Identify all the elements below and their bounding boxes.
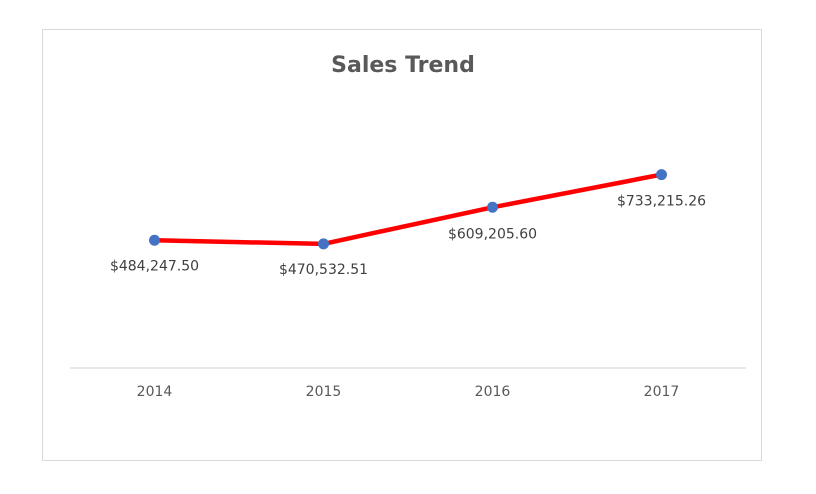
data-label-2017: $733,215.26 <box>617 194 706 210</box>
x-axis-ticks: 2014 2015 2016 2017 <box>137 384 680 400</box>
data-label-2016: $609,205.60 <box>448 226 537 242</box>
chart-area: Sales Trend $484,247.50 $470,532.51 $609,2… <box>42 29 762 461</box>
data-point-2015 <box>318 238 329 250</box>
x-tick-label-2015: 2015 <box>306 384 342 400</box>
series-line <box>152 172 664 247</box>
x-tick-label-2016: 2016 <box>475 384 511 400</box>
data-point-2014 <box>149 234 160 246</box>
chart-title: Sales Trend <box>331 53 475 78</box>
data-label-2015: $470,532.51 <box>279 262 368 278</box>
data-point-2017 <box>656 169 667 181</box>
series-layer: $484,247.50 $470,532.51 $609,205.60 $733,21… <box>110 169 706 278</box>
x-tick-label-2014: 2014 <box>137 384 173 400</box>
data-label-2014: $484,247.50 <box>110 258 199 274</box>
x-tick-label-2017: 2017 <box>644 384 680 400</box>
line-chart: Sales Trend $484,247.50 $470,532.51 $609,2… <box>70 53 746 400</box>
data-point-2016 <box>487 201 498 213</box>
